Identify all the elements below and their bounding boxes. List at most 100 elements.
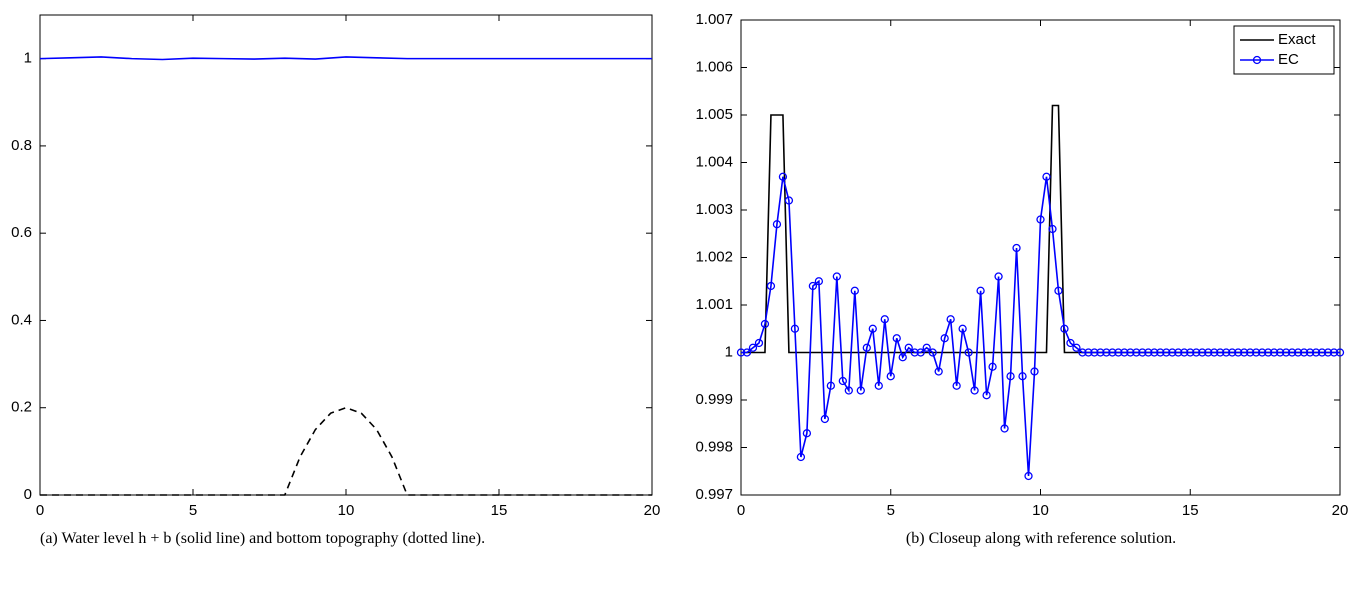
data-point — [790, 324, 800, 333]
data-point — [1269, 348, 1279, 357]
y-tick-label: 1.003 — [695, 201, 733, 218]
data-point — [1042, 172, 1051, 181]
data-point — [946, 315, 955, 324]
data-point — [772, 220, 782, 229]
data-point — [982, 391, 991, 400]
y-tick-label: 0.6 — [11, 224, 32, 241]
plot-frame — [740, 19, 1341, 496]
data-point — [1228, 348, 1237, 357]
data-point — [778, 172, 788, 181]
data-point — [1078, 348, 1087, 357]
data-point — [1120, 348, 1129, 357]
legend-label: EC — [1278, 51, 1299, 68]
data-point — [1246, 348, 1255, 357]
data-point — [838, 376, 847, 386]
data-point — [808, 281, 818, 291]
data-point — [850, 286, 859, 295]
data-point — [1156, 348, 1165, 357]
series-line — [741, 176, 1340, 477]
data-point — [958, 324, 967, 333]
data-point — [1150, 348, 1159, 357]
y-tick-label: 0.8 — [11, 137, 32, 154]
data-point — [796, 452, 806, 462]
data-point — [862, 343, 871, 352]
data-point — [1012, 243, 1021, 253]
caption: (b) Closeup along with reference solutio… — [905, 530, 1177, 547]
data-point — [1192, 348, 1201, 357]
data-point — [1072, 343, 1081, 352]
y-tick-label: 1.001 — [695, 296, 733, 313]
y-tick-label: 1.002 — [695, 248, 733, 265]
data-point — [1096, 348, 1105, 357]
data-point — [1084, 348, 1093, 357]
data-point — [802, 429, 812, 438]
data-point — [1257, 348, 1267, 357]
data-point — [1048, 224, 1057, 234]
data-point — [952, 381, 961, 390]
data-point — [1126, 348, 1135, 357]
data-point — [898, 353, 907, 362]
data-point — [760, 319, 770, 329]
data-point — [1108, 348, 1117, 357]
data-point — [886, 372, 895, 381]
data-point — [1066, 338, 1075, 348]
data-point — [964, 348, 973, 357]
x-tick-label: 20 — [1332, 502, 1349, 519]
data-point — [1090, 348, 1099, 357]
data-point — [1138, 348, 1147, 357]
data-point — [1234, 348, 1243, 357]
data-point — [1018, 372, 1027, 381]
data-point — [970, 386, 979, 395]
data-point — [742, 348, 752, 357]
y-tick-label: 1.005 — [695, 106, 733, 123]
y-tick-label: 1 — [24, 50, 32, 67]
data-point — [814, 277, 824, 286]
data-point — [1323, 348, 1333, 357]
data-point — [1204, 348, 1213, 357]
x-tick-label: 15 — [491, 502, 508, 519]
y-tick-label: 0.999 — [695, 391, 733, 408]
data-point — [1060, 324, 1069, 333]
y-tick-label: 0.2 — [11, 399, 32, 416]
data-point — [754, 338, 764, 348]
legend-box — [1233, 25, 1335, 75]
data-point — [910, 348, 919, 357]
data-point — [1275, 348, 1285, 357]
data-point — [1102, 348, 1111, 357]
data-point — [832, 272, 841, 281]
data-point — [748, 343, 758, 352]
data-point — [826, 381, 835, 390]
data-point — [1000, 424, 1009, 433]
data-point — [856, 386, 865, 395]
caption: (a) Water level h + b (solid line) and b… — [40, 530, 486, 547]
data-point — [1114, 348, 1123, 357]
data-point — [1006, 372, 1015, 381]
data-point — [784, 196, 794, 205]
data-point — [976, 286, 985, 295]
x-tick-label: 5 — [887, 502, 895, 519]
data-point — [922, 343, 931, 352]
data-point — [928, 348, 937, 357]
x-tick-label: 10 — [1032, 502, 1049, 519]
x-tick-label: 5 — [189, 502, 197, 519]
data-point — [1180, 348, 1189, 357]
data-point — [1287, 348, 1297, 357]
data-point — [1311, 348, 1321, 357]
x-tick-label: 15 — [1182, 502, 1199, 519]
data-point — [994, 272, 1003, 281]
data-point — [1293, 348, 1303, 357]
data-point — [904, 343, 913, 352]
data-point — [988, 362, 997, 371]
data-point — [1281, 348, 1291, 357]
data-point — [1305, 348, 1315, 357]
data-point — [1132, 348, 1141, 357]
data-point — [1174, 348, 1183, 357]
data-point — [820, 414, 830, 424]
x-tick-label: 0 — [737, 502, 745, 519]
data-point — [1036, 215, 1045, 224]
data-point — [1186, 348, 1195, 357]
y-tick-label: 1.007 — [695, 11, 733, 28]
data-point — [1240, 348, 1249, 357]
x-tick-label: 20 — [644, 502, 661, 519]
